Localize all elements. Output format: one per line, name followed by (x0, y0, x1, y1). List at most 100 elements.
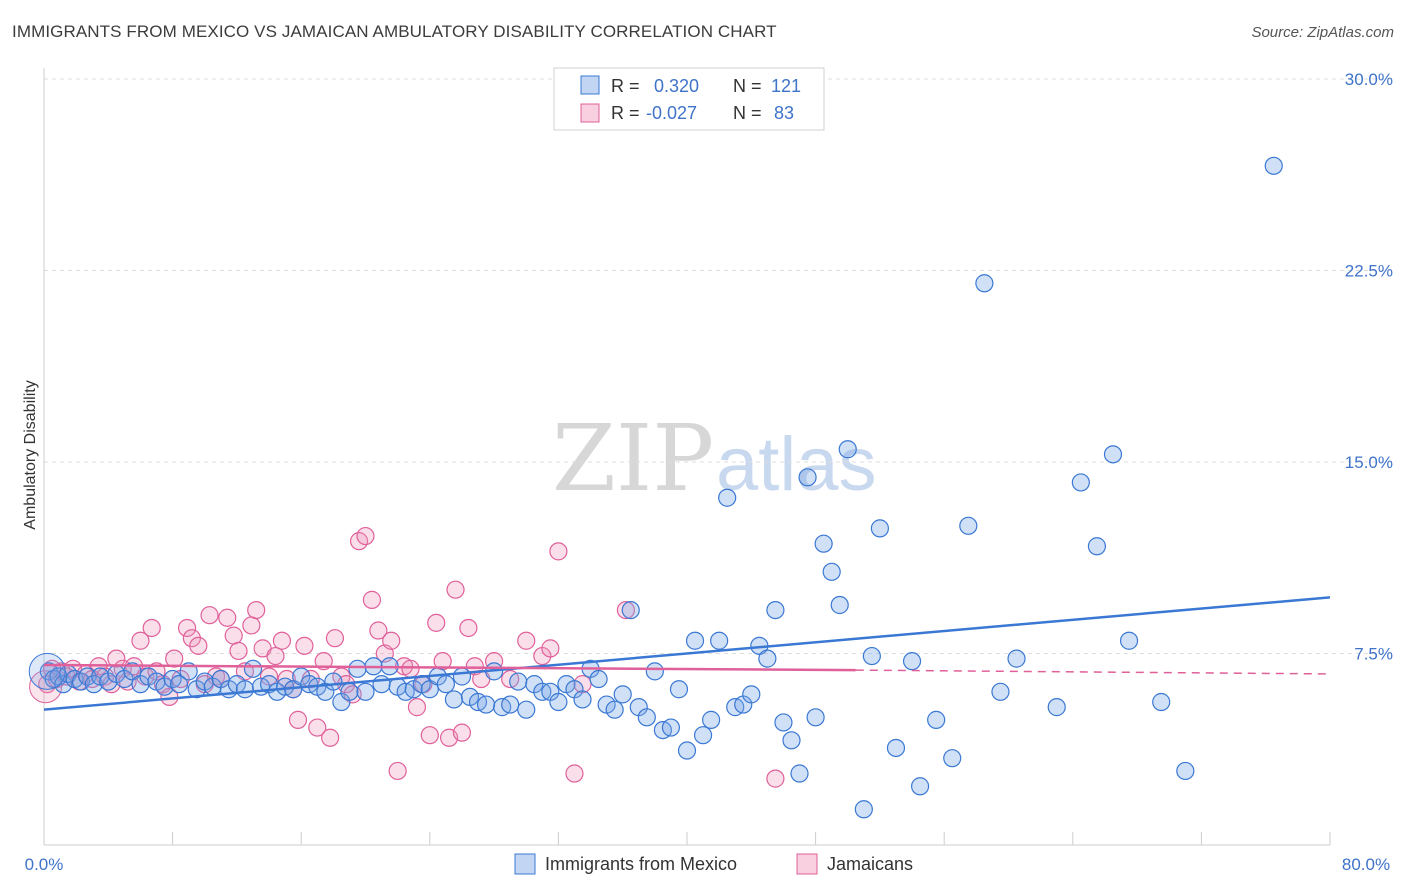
jamaicans-point-56 (369, 621, 388, 640)
mexico-point-57 (476, 695, 496, 714)
jamaicans-point-61 (401, 659, 420, 678)
mexico-point-62 (517, 700, 536, 719)
jamaicans-point-43 (288, 710, 308, 729)
jamaicans-trend-line (43, 663, 856, 672)
mexico-point-108 (910, 777, 930, 796)
mexico-point-27 (235, 680, 255, 699)
mexico-point-80 (661, 718, 681, 737)
y-tick-label-1: 15.0% (1345, 453, 1393, 472)
legend-n-label-jamaicans: N = (733, 103, 762, 123)
legend: R = 0.320 N = 121 R = -0.027 N = 83 (553, 67, 825, 131)
jamaicans-point-12 (107, 649, 126, 668)
mexico-point-74 (613, 685, 632, 704)
mexico-point-19 (169, 675, 189, 694)
y-tick-label-3: 30.0% (1345, 70, 1393, 89)
mexico-point-117 (1087, 537, 1107, 556)
mexico-point-96 (790, 764, 809, 783)
jamaicans-point-58 (382, 631, 401, 650)
mexico-point-75 (621, 600, 640, 620)
mexico-point-52 (436, 675, 455, 694)
jamaicans-point-28 (200, 606, 219, 625)
series-legend: Immigrants from Mexico Jamaicans (514, 853, 913, 875)
mexico-point-107 (902, 652, 922, 671)
mexico-point-100 (822, 562, 841, 581)
mexico-point-86 (710, 631, 729, 650)
mexico-point-103 (854, 800, 873, 819)
y-tick-label-2: 22.5% (1345, 262, 1393, 281)
mexico-point-121 (1264, 156, 1283, 175)
mexico-point-102 (838, 440, 857, 459)
jamaicans-point-70 (459, 618, 478, 638)
y-tick-labels: 7.5% 15.0% 22.5% 30.0% (1345, 70, 1393, 664)
mexico-cluster-point (28, 652, 66, 690)
mexico-point-83 (685, 631, 705, 650)
mexico-point-92 (758, 649, 777, 668)
mexico-point-90 (742, 685, 761, 704)
mexico-point-85 (702, 710, 721, 729)
mexico-point-112 (975, 274, 994, 293)
mexico-point-115 (1047, 698, 1066, 717)
jamaicans-point-54 (356, 526, 375, 546)
jamaicans-point-39 (266, 646, 285, 666)
gridlines (44, 78, 1392, 654)
mexico-point-87 (718, 488, 737, 507)
mexico-point-77 (637, 708, 656, 727)
mexico-point-118 (1103, 445, 1123, 464)
jamaicans-point-31 (218, 608, 237, 627)
legend-n-value-mexico: 121 (771, 76, 801, 96)
mexico-point-61 (509, 672, 528, 691)
mexico-point-95 (782, 731, 801, 750)
jamaicans-point-59 (388, 761, 407, 781)
series-label-jamaicans: Jamaicans (827, 854, 913, 874)
mexico-point-94 (774, 713, 793, 732)
x-tick-label-max: 80.0% (1342, 855, 1390, 874)
jamaicans-point-29 (206, 667, 226, 686)
jamaicans-point-78 (549, 542, 568, 561)
mexico-point-106 (886, 738, 906, 758)
mexico-point-84 (693, 726, 713, 745)
jamaicans-point-64 (420, 726, 439, 745)
axes (43, 68, 1331, 846)
mexico-points (28, 156, 1283, 819)
mexico-point-41 (348, 659, 367, 678)
mexico-point-40 (340, 682, 359, 701)
jamaicans-point-18 (142, 618, 161, 638)
mexico-point-1 (44, 669, 63, 689)
mexico-point-99 (814, 534, 833, 553)
y-tick-label-0: 7.5% (1354, 645, 1393, 664)
mexico-point-98 (806, 708, 825, 727)
mexico-point-105 (870, 519, 890, 538)
watermark-zip: ZIP (552, 405, 714, 512)
mexico-point-38 (324, 672, 343, 691)
mexico-point-111 (959, 516, 978, 535)
mexico-point-81 (669, 680, 689, 699)
mexico-point-3 (54, 675, 73, 694)
legend-r-label-jamaicans: R = (611, 103, 640, 123)
jamaicans-trend-extension (855, 669, 1331, 675)
mexico-point-66 (549, 692, 568, 712)
watermark-atlas: atlas (716, 422, 877, 507)
mexico-point-104 (862, 646, 881, 666)
jamaicans-point-16 (131, 631, 150, 650)
jamaicans-point-68 (446, 580, 465, 599)
legend-r-value-mexico: 0.320 (654, 76, 699, 96)
legend-swatch-mexico (580, 75, 600, 95)
jamaicans-point-46 (308, 718, 327, 737)
jamaicans-point-49 (325, 629, 345, 648)
jamaicans-point-26 (189, 636, 208, 655)
jamaicans-point-40 (272, 631, 292, 650)
mexico-point-109 (927, 710, 946, 729)
legend-n-value-jamaicans: 83 (774, 103, 794, 123)
y-axis-label: Ambulatory Disability (22, 380, 39, 529)
jamaicans-point-75 (517, 631, 536, 650)
jamaicans-point-82 (766, 769, 785, 788)
mexico-point-119 (1119, 631, 1139, 650)
mexico-point-69 (573, 690, 592, 709)
source-credit: Source: ZipAtlas.com (1251, 24, 1394, 41)
mexico-point-42 (356, 682, 375, 701)
mexico-point-93 (766, 600, 785, 620)
jamaicans-point-33 (229, 641, 248, 661)
trend-lines (43, 596, 1331, 711)
mexico-point-60 (501, 695, 520, 714)
mexico-point-97 (798, 468, 817, 487)
